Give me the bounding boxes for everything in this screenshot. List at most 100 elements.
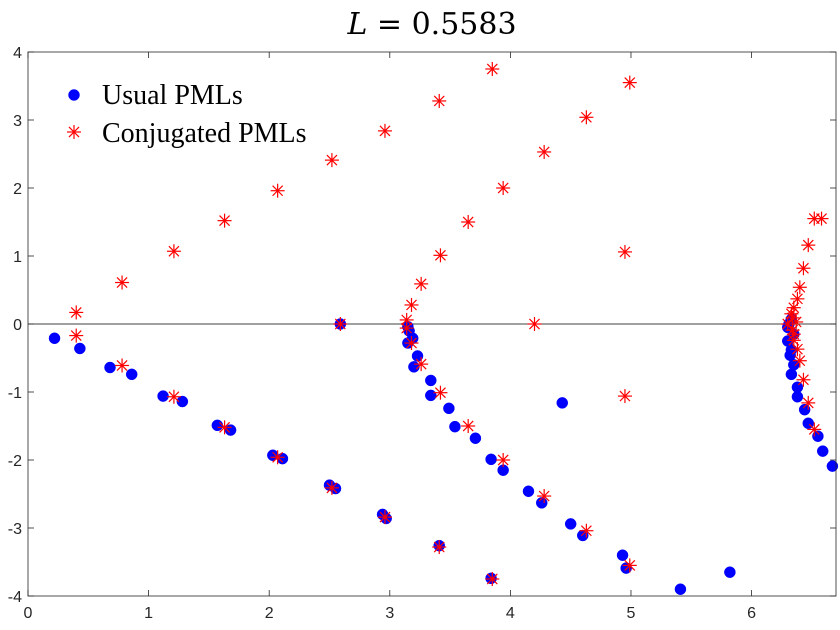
data-point-conjugated-stroke bbox=[802, 397, 814, 409]
data-point-conjugated-stroke bbox=[802, 239, 814, 251]
data-point-conjugated bbox=[461, 419, 476, 433]
chart-title: L = 0.5583 bbox=[346, 7, 516, 42]
points-layer bbox=[48, 62, 839, 595]
axes-layer: 0 1 2 3 4 5 6 -4 -3 -2 -1 0 1 2 3 4 bbox=[8, 45, 837, 622]
x-tick-label: 6 bbox=[747, 605, 756, 622]
x-tick-label: 0 bbox=[24, 605, 33, 622]
data-point-usual bbox=[724, 566, 736, 578]
data-point-conjugated bbox=[404, 297, 419, 312]
data-point-conjugated-stroke bbox=[401, 322, 413, 334]
legend-marker-conjugated-shape-stroke bbox=[68, 126, 80, 138]
data-point-conjugated-stroke bbox=[797, 262, 809, 274]
data-point-conjugated bbox=[69, 328, 84, 343]
data-point-conjugated bbox=[333, 317, 348, 331]
legend-marker-usual bbox=[68, 89, 80, 101]
data-point-conjugated bbox=[414, 276, 429, 291]
data-point-conjugated-stroke bbox=[434, 387, 446, 399]
data-point-usual bbox=[411, 350, 424, 362]
data-point-conjugated-stroke bbox=[624, 559, 636, 571]
data-point-conjugated-stroke bbox=[406, 337, 417, 349]
data-point-conjugated bbox=[399, 321, 414, 336]
data-point-conjugated-stroke bbox=[619, 390, 631, 402]
data-point-conjugated-stroke bbox=[116, 277, 128, 288]
data-point-conjugated bbox=[166, 389, 181, 404]
data-point-conjugated bbox=[801, 395, 816, 410]
legend-marker-conjugated bbox=[67, 125, 81, 139]
plot-area bbox=[28, 52, 836, 596]
data-point-conjugated-stroke bbox=[70, 306, 82, 318]
data-point-usual bbox=[576, 529, 589, 542]
data-point-conjugated bbox=[217, 213, 232, 228]
data-point-conjugated-stroke bbox=[486, 63, 498, 75]
data-point-conjugated bbox=[792, 353, 807, 368]
data-point-conjugated-stroke bbox=[116, 360, 128, 371]
data-point-usual bbox=[564, 518, 577, 530]
data-point-conjugated-stroke bbox=[462, 216, 474, 228]
data-point-usual bbox=[125, 368, 138, 381]
y-tick-label: 0 bbox=[13, 317, 22, 334]
data-point-conjugated-stroke bbox=[326, 154, 338, 166]
data-point-usual bbox=[816, 445, 829, 457]
data-point-usual bbox=[157, 390, 169, 402]
data-point-conjugated-stroke bbox=[379, 125, 391, 137]
data-point-conjugated-stroke bbox=[219, 215, 231, 227]
data-point-conjugated bbox=[617, 389, 632, 404]
data-point-conjugated-stroke bbox=[462, 420, 474, 432]
data-point-usual bbox=[812, 430, 824, 442]
data-point-conjugated bbox=[485, 572, 500, 586]
data-point-conjugated-stroke bbox=[219, 421, 231, 433]
y-tick-label: 1 bbox=[13, 249, 22, 266]
data-point-conjugated bbox=[527, 317, 542, 331]
data-point-conjugated bbox=[115, 358, 130, 373]
data-point-conjugated bbox=[789, 314, 804, 329]
data-point-conjugated-stroke bbox=[580, 525, 592, 537]
legend-marker-conjugated-shape bbox=[67, 125, 81, 139]
data-point-conjugated bbox=[496, 453, 511, 467]
y-tick-label: 2 bbox=[13, 181, 22, 198]
legend: Usual PMLs Conjugated PMLs bbox=[67, 80, 307, 149]
data-point-conjugated-stroke bbox=[272, 451, 284, 463]
data-point-conjugated bbox=[790, 342, 805, 357]
data-point-conjugated bbox=[485, 62, 500, 76]
series-conjugated bbox=[69, 62, 829, 586]
data-point-conjugated-stroke bbox=[334, 318, 346, 330]
data-point-conjugated-stroke bbox=[433, 95, 445, 107]
data-point-usual bbox=[449, 420, 461, 433]
data-point-conjugated-stroke bbox=[791, 293, 803, 305]
data-point-conjugated bbox=[324, 480, 339, 495]
y-tick-label: -4 bbox=[8, 589, 22, 606]
data-point-usual bbox=[674, 583, 687, 595]
data-point-conjugated bbox=[433, 385, 448, 400]
data-point-conjugated bbox=[69, 305, 84, 320]
data-point-conjugated-stroke bbox=[619, 246, 631, 258]
legend-label-conjugated: Conjugated PMLs bbox=[102, 118, 307, 149]
data-point-usual bbox=[74, 342, 86, 355]
data-point-conjugated-stroke bbox=[816, 213, 827, 225]
data-point-conjugated-stroke bbox=[538, 146, 550, 158]
data-point-conjugated bbox=[404, 336, 419, 351]
data-point-conjugated bbox=[579, 110, 594, 125]
data-point-conjugated bbox=[166, 244, 181, 259]
data-point-conjugated-stroke bbox=[168, 391, 180, 403]
data-point-conjugated bbox=[537, 144, 552, 159]
data-point-usual bbox=[176, 395, 189, 408]
y-tick-label: -1 bbox=[8, 385, 22, 402]
data-point-usual bbox=[616, 549, 629, 561]
x-tick-label: 3 bbox=[385, 605, 394, 622]
data-point-conjugated bbox=[790, 291, 805, 306]
data-point-conjugated-stroke bbox=[788, 328, 800, 340]
data-point-conjugated bbox=[801, 238, 816, 253]
data-point-usual bbox=[556, 397, 568, 409]
data-point-usual bbox=[798, 403, 811, 416]
data-point-conjugated bbox=[433, 248, 448, 263]
data-point-usual bbox=[48, 332, 61, 345]
data-point-conjugated bbox=[217, 420, 232, 435]
data-point-conjugated-stroke bbox=[406, 299, 417, 311]
data-point-conjugated bbox=[377, 123, 392, 138]
data-point-conjugated-stroke bbox=[379, 511, 391, 523]
data-point-usual bbox=[211, 419, 224, 432]
data-point-conjugated bbox=[432, 93, 447, 108]
data-point-conjugated-stroke bbox=[415, 278, 427, 290]
data-point-conjugated-stroke bbox=[794, 355, 806, 367]
data-point-conjugated bbox=[814, 211, 829, 226]
